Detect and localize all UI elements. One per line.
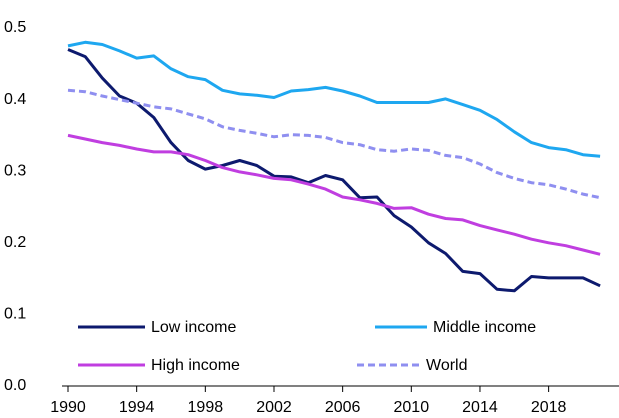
legend-label: Middle income (433, 319, 536, 336)
line-series (67, 88, 601, 200)
line-series (67, 133, 601, 256)
legend-label: High income (151, 357, 240, 374)
y-tick-label: 0.2 (4, 234, 26, 251)
line-series (67, 48, 601, 293)
y-tick-label: 0.3 (4, 162, 26, 179)
x-tick-label: 2014 (462, 399, 498, 416)
legend-label: Low income (151, 319, 236, 336)
y-tick-label: 0.5 (4, 19, 26, 36)
y-tick-label: 0.0 (4, 377, 26, 394)
x-tick-label: 2002 (256, 399, 292, 416)
x-tick-label: 1998 (188, 399, 224, 416)
line-series (67, 40, 601, 158)
y-tick-label: 0.4 (4, 91, 26, 108)
x-tick-label: 2010 (394, 399, 430, 416)
legend-label: World (426, 357, 468, 374)
x-tick-label: 2006 (325, 399, 361, 416)
y-tick-label: 0.1 (4, 306, 26, 323)
x-tick-label: 1994 (119, 399, 155, 416)
x-tick-label: 1990 (50, 399, 86, 416)
x-tick-label: 2018 (531, 399, 567, 416)
